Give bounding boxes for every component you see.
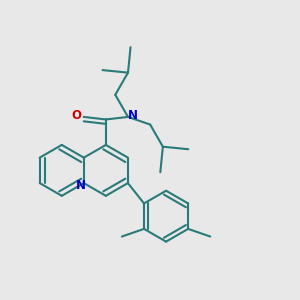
Text: N: N [76,179,86,192]
Text: N: N [128,109,137,122]
Text: O: O [71,110,81,122]
